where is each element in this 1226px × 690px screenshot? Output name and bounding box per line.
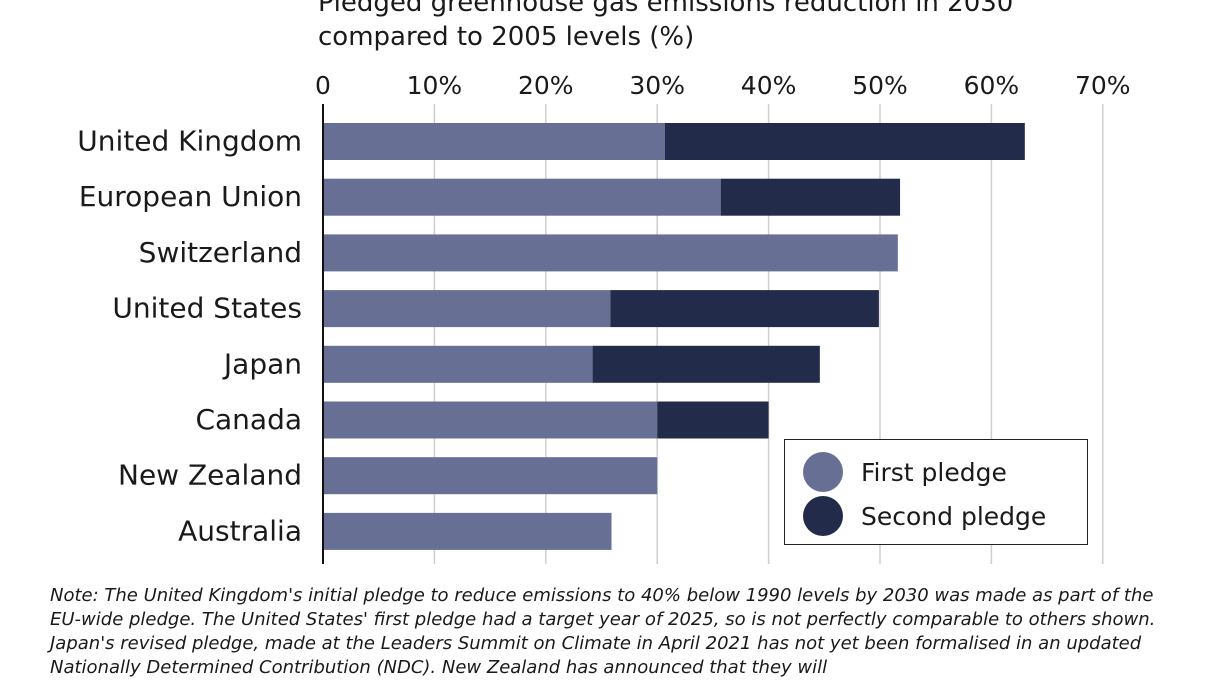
bar-second-pledge (664, 123, 1025, 160)
x-tick-label: 10% (407, 71, 463, 100)
x-axis-ticks: 0 10% 20% 30% 40% 50% 60% 70% (315, 71, 1131, 100)
bar-second-pledge (720, 178, 901, 216)
bar-first-pledge (323, 178, 721, 216)
x-tick-label: 0 (315, 71, 331, 100)
x-tick-label: 20% (518, 71, 574, 100)
legend: First pledge Second pledge (784, 439, 1088, 545)
legend-label-second-pledge: Second pledge (861, 501, 1047, 531)
x-tick-label: 30% (629, 71, 685, 100)
y-category-label: Switzerland (139, 236, 302, 269)
x-tick-label: 60% (964, 71, 1020, 100)
legend-item-first-pledge: First pledge (803, 452, 1007, 492)
bar-second-pledge (592, 345, 820, 383)
bar-first-pledge (323, 457, 658, 495)
legend-swatch-second-pledge (803, 496, 843, 536)
bar-first-pledge (323, 512, 612, 550)
bar-first-pledge (323, 234, 898, 272)
chart-title: Pledged greenhouse gas emissions reducti… (318, 0, 1014, 52)
y-category-label: United States (112, 292, 302, 325)
chart-note: Note: The United Kingdom's initial pledg… (50, 585, 1156, 678)
y-category-label: United Kingdom (77, 125, 302, 158)
y-category-label: Japan (222, 347, 302, 380)
bar-second-pledge (610, 290, 879, 328)
y-axis-labels: United Kingdom European Union Switzerland U… (77, 125, 302, 548)
x-tick-label: 70% (1075, 71, 1131, 100)
y-category-label: Canada (195, 403, 302, 436)
bar-first-pledge (323, 401, 658, 439)
x-tick-label: 50% (852, 71, 908, 100)
bar-first-pledge (323, 345, 593, 383)
y-category-label: Australia (178, 514, 302, 547)
legend-item-second-pledge: Second pledge (803, 496, 1046, 536)
bar-second-pledge (657, 401, 769, 439)
y-category-label: New Zealand (118, 459, 302, 492)
x-tick-label: 40% (741, 71, 797, 100)
legend-swatch-first-pledge (803, 452, 843, 492)
y-category-label: European Union (79, 180, 302, 213)
bars (323, 123, 1025, 550)
bar-first-pledge (323, 123, 665, 160)
bar-first-pledge (323, 290, 611, 328)
legend-label-first-pledge: First pledge (861, 457, 1007, 487)
bar-chart: 0 10% 20% 30% 40% 50% 60% 70% United Kingdom Eur… (77, 71, 1131, 564)
